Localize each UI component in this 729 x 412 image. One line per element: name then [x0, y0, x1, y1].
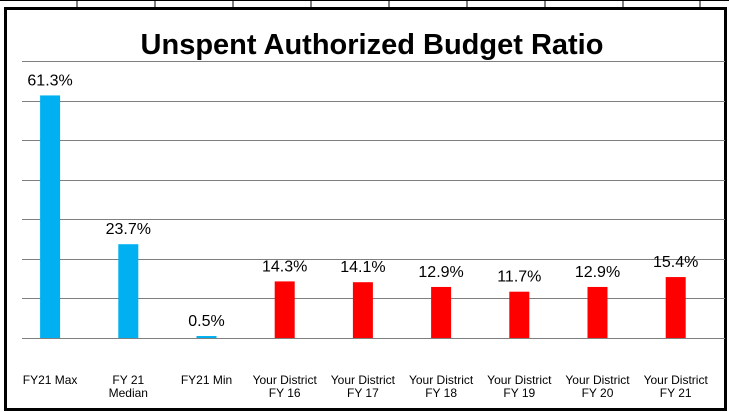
chart-title: Unspent Authorized Budget Ratio [141, 29, 604, 61]
data-label: 12.9% [575, 264, 620, 281]
bar [40, 95, 61, 338]
bar [431, 286, 452, 338]
x-tick-label: Your District FY 20 [565, 373, 630, 400]
bar [118, 244, 139, 338]
top-cells [0, 0, 729, 8]
x-tick-label: Your District FY 19 [487, 373, 552, 400]
data-label: 12.9% [418, 264, 463, 281]
bar [665, 277, 686, 338]
frame [4, 7, 727, 411]
bar [274, 281, 295, 338]
bar [509, 291, 530, 338]
x-tick-label: Your District FY 17 [331, 373, 396, 400]
data-label: 15.4% [653, 254, 698, 271]
data-label: 14.1% [340, 259, 385, 276]
data-label: 0.5% [188, 313, 224, 330]
x-tick-label: Your District FY 16 [253, 373, 318, 400]
data-label: 61.3% [27, 72, 72, 89]
data-label: 23.7% [106, 221, 151, 238]
x-tick-label: FY 21 Median [109, 373, 148, 400]
x-tick-label: Your District FY 18 [409, 373, 474, 400]
bar [352, 282, 373, 338]
data-label: 14.3% [262, 258, 307, 275]
x-tick-label: FY21 Max [23, 373, 78, 387]
x-tick-label: Your District FY 21 [644, 373, 709, 400]
data-label: 11.7% [497, 269, 541, 286]
x-tick-label: FY21 Min [181, 373, 232, 387]
bar [196, 336, 217, 338]
bar [587, 286, 608, 338]
